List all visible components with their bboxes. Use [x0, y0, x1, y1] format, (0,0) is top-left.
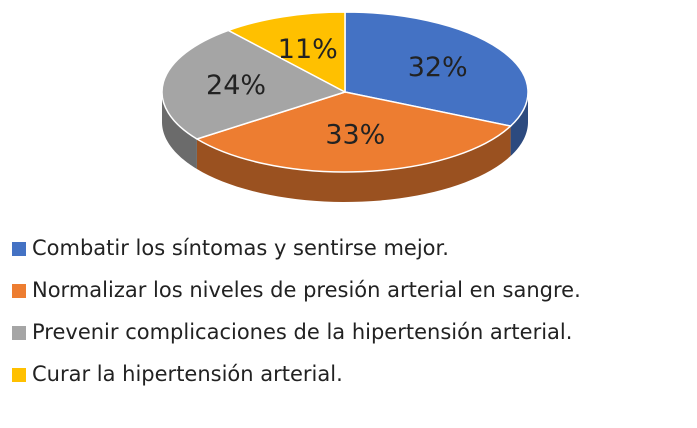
pie-slice-side [196, 126, 511, 202]
pie-slice-side [162, 92, 197, 170]
legend-swatch [12, 368, 26, 382]
pie-slice [161, 29, 347, 140]
legend-label: Normalizar los niveles de presión arteri… [32, 278, 581, 302]
legend-label: Curar la hipertensión arterial. [32, 362, 343, 386]
data-label: 33% [325, 119, 385, 150]
legend-label: Combatir los síntomas y sentirse mejor. [32, 236, 449, 260]
data-label: 11% [278, 34, 338, 65]
pie-slice [226, 11, 346, 94]
data-label: 32% [408, 52, 468, 83]
pie-slice [195, 91, 513, 173]
legend-label: Prevenir complicaciones de la hipertensi… [32, 320, 572, 344]
legend-swatch [12, 326, 26, 340]
pie-slice-side [510, 92, 528, 157]
data-label: 24% [206, 70, 266, 101]
pie-slice [344, 11, 529, 127]
legend-swatch [12, 242, 26, 256]
legend-swatch [12, 284, 26, 298]
